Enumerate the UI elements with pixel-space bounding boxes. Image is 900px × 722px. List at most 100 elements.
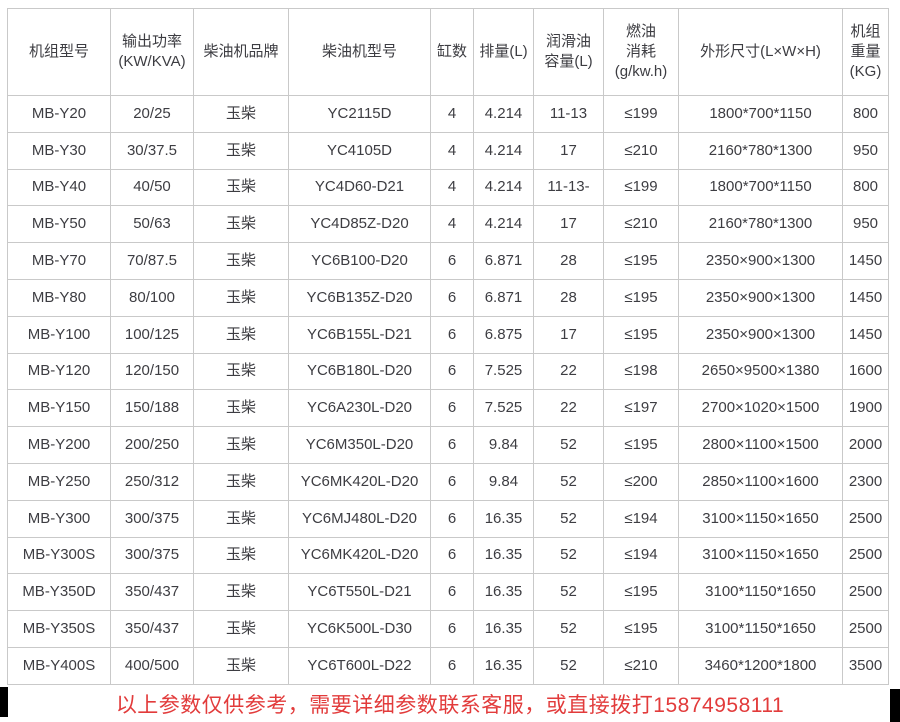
table-cell: 6.871 xyxy=(473,242,534,280)
table-cell: 4 xyxy=(430,131,474,170)
table-cell: 52 xyxy=(533,462,604,501)
table-cell: 16.35 xyxy=(473,646,534,685)
table-cell: ≤210 xyxy=(603,205,679,244)
table-cell: 300/375 xyxy=(110,536,194,575)
table-cell: 350/437 xyxy=(110,610,194,648)
table-row: MB-Y120 120/150 玉柴 YC6B180L-D20 6 7.525 22 ≤198… xyxy=(7,352,889,391)
table-cell: 玉柴 xyxy=(193,499,289,538)
table-cell: YC6T600L-D22 xyxy=(288,646,431,685)
col-header-unit-model: 机组型号 xyxy=(7,8,111,96)
table-cell: 3100×1150×1650 xyxy=(678,536,843,575)
table-cell: 6 xyxy=(430,462,474,501)
table-cell: 2160*780*1300 xyxy=(678,205,843,244)
table-cell: 1800*700*1150 xyxy=(678,168,843,207)
table-cell: 200/250 xyxy=(110,426,194,464)
table-cell: 6 xyxy=(430,389,474,428)
table-cell: ≤199 xyxy=(603,168,679,207)
table-cell: 52 xyxy=(533,536,604,575)
table-cell: 2700×1020×1500 xyxy=(678,389,843,428)
table-cell: 6 xyxy=(430,352,474,391)
col-header-dimensions: 外形尺寸(L×W×H) xyxy=(678,8,843,96)
table-row: MB-Y200 200/250 玉柴 YC6M350L-D20 6 9.84 52 ≤195 2… xyxy=(7,426,889,464)
table-cell: 2500 xyxy=(842,536,889,575)
table-cell: 950 xyxy=(842,205,889,244)
table-cell: 4 xyxy=(430,95,474,133)
table-cell: 7.525 xyxy=(473,352,534,391)
table-cell: 9.84 xyxy=(473,426,534,464)
table-cell: 玉柴 xyxy=(193,352,289,391)
table-row: MB-Y300S 300/375 玉柴 YC6MK420L-D20 6 16.35 52 ≤1… xyxy=(7,536,889,575)
table-cell: 28 xyxy=(533,242,604,280)
table-row: MB-Y350S 350/437 玉柴 YC6K500L-D30 6 16.35 52 ≤19… xyxy=(7,610,889,648)
table-cell: 52 xyxy=(533,499,604,538)
table-cell: 16.35 xyxy=(473,536,534,575)
table-cell: ≤210 xyxy=(603,131,679,170)
col-header-fuel-consumption: 燃油 消耗 (g/kw.h) xyxy=(603,8,679,96)
table-cell: 2300 xyxy=(842,462,889,501)
table-row: MB-Y30 30/37.5 玉柴 YC4105D 4 4.214 17 ≤210 2160*7… xyxy=(7,131,889,170)
table-cell: 2350×900×1300 xyxy=(678,278,843,317)
table-cell: YC6K500L-D30 xyxy=(288,610,431,648)
table-cell: 2000 xyxy=(842,426,889,464)
table-cell: 3500 xyxy=(842,646,889,685)
table-cell: 70/87.5 xyxy=(110,242,194,280)
table-cell: 玉柴 xyxy=(193,462,289,501)
table-cell: 玉柴 xyxy=(193,610,289,648)
table-cell: 3100*1150*1650 xyxy=(678,610,843,648)
black-edge-right xyxy=(890,689,900,722)
table-cell: MB-Y40 xyxy=(7,168,111,207)
table-cell: 6 xyxy=(430,646,474,685)
footer-bar: 以上参数仅供参考，需要详细参数联系客服，或直接拨打15874958111 xyxy=(0,686,900,722)
table-cell: 800 xyxy=(842,95,889,133)
table-cell: 50/63 xyxy=(110,205,194,244)
table-cell: 4.214 xyxy=(473,131,534,170)
table-cell: 52 xyxy=(533,426,604,464)
table-row: MB-Y70 70/87.5 玉柴 YC6B100-D20 6 6.871 28 ≤195 23… xyxy=(7,242,889,280)
table-cell: 4.214 xyxy=(473,205,534,244)
table-cell: ≤210 xyxy=(603,646,679,685)
table-cell: ≤195 xyxy=(603,610,679,648)
table-cell: 2850×1100×1600 xyxy=(678,462,843,501)
table-cell: 16.35 xyxy=(473,499,534,538)
table-cell: 6 xyxy=(430,536,474,575)
table-cell: 9.84 xyxy=(473,462,534,501)
table-cell: 4 xyxy=(430,168,474,207)
black-edge-left xyxy=(0,687,8,717)
table-cell: MB-Y200 xyxy=(7,426,111,464)
table-cell: 玉柴 xyxy=(193,168,289,207)
table-cell: 6.871 xyxy=(473,278,534,317)
table-cell: 4.214 xyxy=(473,95,534,133)
table-row: MB-Y20 20/25 玉柴 YC2115D 4 4.214 11-13 ≤199 1800*… xyxy=(7,95,889,133)
table-cell: MB-Y100 xyxy=(7,315,111,354)
table-cell: MB-Y50 xyxy=(7,205,111,244)
table-cell: 16.35 xyxy=(473,610,534,648)
table-cell: YC6T550L-D21 xyxy=(288,573,431,612)
table-cell: 6 xyxy=(430,610,474,648)
col-header-output-power: 输出功率 (KW/KVA) xyxy=(110,8,194,96)
table-cell: 玉柴 xyxy=(193,646,289,685)
table-row: MB-Y150 150/188 玉柴 YC6A230L-D20 6 7.525 22 ≤197… xyxy=(7,389,889,428)
table-row: MB-Y80 80/100 玉柴 YC6B135Z-D20 6 6.871 28 ≤195 23… xyxy=(7,278,889,317)
table-cell: 玉柴 xyxy=(193,573,289,612)
table-cell: 2350×900×1300 xyxy=(678,242,843,280)
spec-table: 机组型号 输出功率 (KW/KVA) 柴油机品牌 柴油机型号 缸数 排量(L) … xyxy=(7,8,889,685)
table-cell: 52 xyxy=(533,573,604,612)
table-cell: 玉柴 xyxy=(193,278,289,317)
table-cell: 17 xyxy=(533,131,604,170)
table-cell: 250/312 xyxy=(110,462,194,501)
table-cell: 22 xyxy=(533,389,604,428)
table-cell: 11-13- xyxy=(533,168,604,207)
table-cell: 6 xyxy=(430,315,474,354)
table-cell: 52 xyxy=(533,610,604,648)
table-cell: 2350×900×1300 xyxy=(678,315,843,354)
table-cell: 1450 xyxy=(842,242,889,280)
table-cell: 2800×1100×1500 xyxy=(678,426,843,464)
table-cell: 玉柴 xyxy=(193,95,289,133)
table-cell: 16.35 xyxy=(473,573,534,612)
table-cell: 22 xyxy=(533,352,604,391)
table-cell: 玉柴 xyxy=(193,242,289,280)
table-cell: 1800*700*1150 xyxy=(678,95,843,133)
table-cell: 7.525 xyxy=(473,389,534,428)
table-cell: 2500 xyxy=(842,610,889,648)
table-cell: ≤198 xyxy=(603,352,679,391)
